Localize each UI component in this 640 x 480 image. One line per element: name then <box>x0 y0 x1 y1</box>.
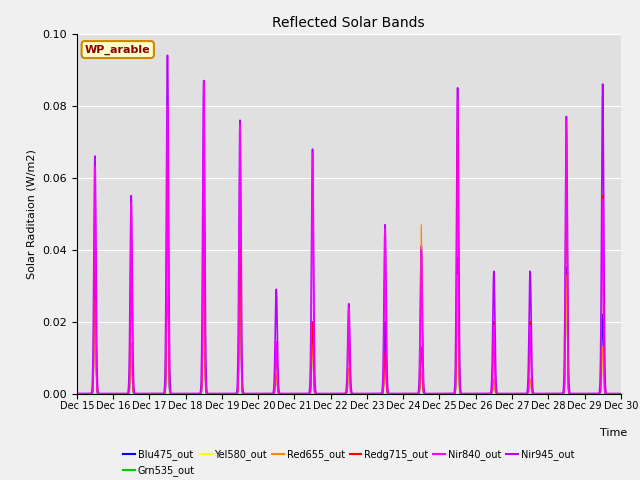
Text: Time: Time <box>600 428 628 438</box>
Text: WP_arable: WP_arable <box>85 44 150 55</box>
Y-axis label: Solar Raditaion (W/m2): Solar Raditaion (W/m2) <box>27 149 36 278</box>
Legend: Blu475_out, Grn535_out, Yel580_out, Red655_out, Redg715_out, Nir840_out, Nir945_: Blu475_out, Grn535_out, Yel580_out, Red6… <box>120 445 578 480</box>
Title: Reflected Solar Bands: Reflected Solar Bands <box>273 16 425 30</box>
